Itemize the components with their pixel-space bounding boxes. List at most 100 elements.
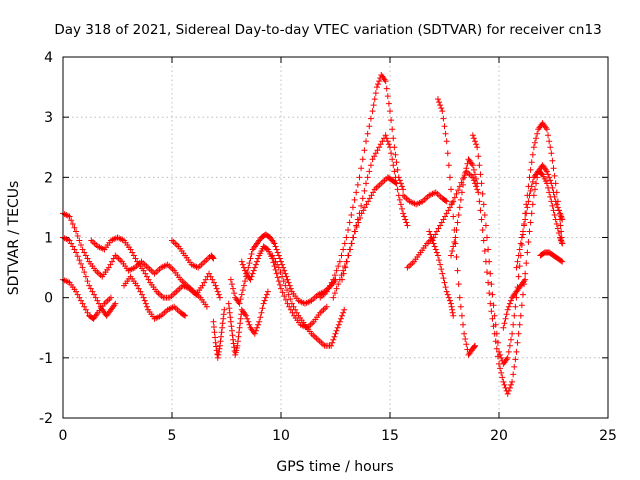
data-point-marker: [442, 197, 449, 204]
data-point-marker: [476, 198, 483, 205]
data-point-marker: [338, 252, 345, 259]
data-point-marker: [364, 174, 371, 181]
data-point-marker: [355, 219, 362, 226]
data-point-marker: [484, 269, 491, 276]
data-point-marker: [523, 210, 530, 217]
data-point-marker: [256, 318, 263, 325]
data-point-marker: [497, 351, 504, 358]
data-point-marker: [533, 135, 540, 142]
data-point-marker: [453, 226, 460, 233]
data-point-marker: [235, 333, 242, 340]
data-point-marker: [440, 115, 447, 122]
data-point-marker: [281, 267, 288, 274]
data-point-marker: [472, 171, 479, 178]
data-point-marker: [348, 211, 355, 218]
data-point-marker: [335, 263, 342, 270]
data-point-marker: [557, 222, 564, 229]
data-point-marker: [247, 276, 254, 283]
data-point-marker: [337, 315, 344, 322]
x-tick-label: 0: [59, 428, 68, 444]
data-point-marker: [330, 294, 337, 301]
data-point-marker: [427, 231, 434, 238]
data-point-marker: [471, 343, 478, 350]
data-point-marker: [333, 285, 340, 292]
data-point-marker: [385, 100, 392, 107]
data-point-marker: [366, 195, 373, 202]
tick-labels: 0 5 10 15 20 25 -2 -1 0 1 2 3 4: [39, 50, 617, 444]
data-point-marker: [528, 210, 535, 217]
data-point-marker: [517, 240, 524, 247]
data-point-marker: [499, 374, 506, 381]
data-point-marker: [549, 202, 556, 209]
data-point-marker: [77, 297, 84, 304]
series-track-r: [426, 228, 457, 319]
data-point-marker: [209, 276, 216, 283]
data-point-marker: [219, 324, 226, 331]
data-point-marker: [545, 132, 552, 139]
data-point-marker: [246, 260, 253, 267]
data-point-marker: [374, 147, 381, 154]
data-point-marker: [475, 189, 482, 196]
data-point-marker: [219, 320, 226, 327]
data-point-marker: [472, 342, 479, 349]
data-point-marker: [251, 264, 258, 271]
data-point-marker: [400, 186, 407, 193]
data-point-marker: [273, 246, 280, 253]
y-tick-label: 2: [44, 170, 53, 186]
data-point-marker: [527, 187, 534, 194]
data-point-marker: [361, 147, 368, 154]
data-point-marker: [359, 156, 366, 163]
data-point-marker: [248, 251, 255, 258]
data-point-marker: [79, 246, 86, 253]
data-point-marker: [527, 219, 534, 226]
data-point-marker: [358, 210, 365, 217]
data-point-marker: [363, 180, 370, 187]
data-point-marker: [216, 342, 223, 349]
data-point-marker: [553, 201, 560, 208]
data-point-marker: [366, 168, 373, 175]
data-point-marker: [439, 270, 446, 277]
data-point-marker: [77, 260, 84, 267]
data-point-marker: [220, 311, 227, 318]
data-point-marker: [474, 144, 481, 151]
data-point-marker: [199, 282, 206, 289]
x-tick-label: 5: [168, 428, 177, 444]
data-point-marker: [389, 156, 396, 163]
data-point-marker: [430, 240, 437, 247]
data-point-marker: [323, 303, 330, 310]
data-point-marker: [519, 291, 526, 298]
data-point-marker: [529, 201, 536, 208]
data-point-marker: [245, 318, 252, 325]
data-point-marker: [259, 305, 266, 312]
data-point-marker: [448, 300, 455, 307]
data-point-marker: [356, 174, 363, 181]
data-point-marker: [372, 90, 379, 97]
data-point-marker: [107, 294, 114, 301]
data-point-marker: [513, 348, 520, 355]
data-point-marker: [280, 278, 287, 285]
data-point-marker: [484, 234, 491, 241]
data-point-marker: [333, 327, 340, 334]
data-point-marker: [207, 273, 214, 280]
data-point-marker: [340, 270, 347, 277]
data-point-marker: [436, 99, 443, 106]
data-point-marker: [327, 282, 334, 289]
data-point-marker: [282, 282, 289, 289]
data-point-marker: [66, 213, 73, 220]
series-track-k: [269, 252, 348, 349]
data-point-marker: [515, 273, 522, 280]
data-point-marker: [79, 300, 86, 307]
data-point-marker: [239, 261, 246, 268]
data-point-marker: [86, 282, 93, 289]
data-point-marker: [284, 276, 291, 283]
data-point-marker: [390, 162, 397, 169]
data-point-marker: [332, 330, 339, 337]
data-point-marker: [470, 166, 477, 173]
data-point-marker: [211, 329, 218, 336]
data-point-marker: [441, 123, 448, 130]
data-point-marker: [545, 171, 552, 178]
data-point-marker: [440, 216, 447, 223]
data-point-marker: [228, 323, 235, 330]
data-point-marker: [134, 282, 141, 289]
data-point-marker: [94, 297, 101, 304]
